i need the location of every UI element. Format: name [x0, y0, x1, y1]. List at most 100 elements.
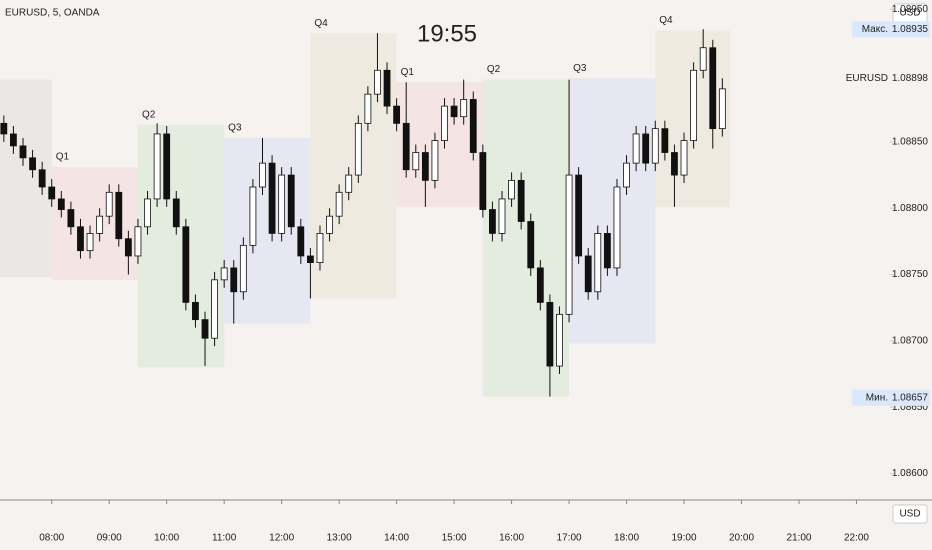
quarter-label: Q3: [573, 63, 587, 74]
candle-body: [268, 162, 276, 234]
candle-body: [623, 162, 630, 188]
y-tick-label: 1.08600: [892, 468, 929, 479]
candle-body: [364, 93, 372, 124]
x-tick-label: 17:00: [557, 533, 582, 544]
candle-body: [77, 226, 84, 252]
quarter-box: [137, 124, 225, 368]
candle-body: [316, 233, 324, 263]
candle-body: [527, 221, 535, 269]
candle-body: [172, 198, 180, 228]
x-tick-label: 12:00: [269, 533, 294, 544]
candle-body: [699, 47, 707, 71]
price-label-bg: [852, 389, 930, 406]
quarter-box: [310, 33, 397, 299]
price-label-bg: [852, 21, 930, 38]
candle-body: [19, 145, 27, 159]
quarter-box: [51, 167, 138, 280]
candle-body: [517, 179, 525, 222]
candle-body: [230, 267, 238, 293]
candle-body: [335, 191, 343, 217]
candle-body: [326, 215, 333, 234]
candle-body: [239, 244, 247, 293]
candle-body: [651, 128, 659, 164]
candle-body: [498, 198, 506, 234]
candle-body: [96, 215, 104, 234]
candle-body: [374, 69, 381, 95]
price-label-name: EURUSD: [846, 73, 888, 84]
candle-body: [354, 122, 362, 176]
y-tick-label: 1.08800: [892, 203, 929, 214]
candle-body: [584, 255, 592, 293]
candle-body: [431, 140, 439, 181]
candle-body: [57, 198, 65, 210]
candle-body: [297, 226, 305, 257]
candle-body: [192, 301, 199, 321]
candle-body: [412, 152, 420, 171]
quarter-label: Q2: [142, 109, 156, 120]
quarter-label: Q4: [314, 18, 328, 29]
price-label-value: 1.08657: [892, 393, 929, 404]
x-tick-label: 08:00: [39, 533, 64, 544]
quarter-label: Q2: [487, 64, 501, 75]
currency-box[interactable]: [892, 504, 928, 524]
x-tick-label: 20:00: [729, 533, 754, 544]
candle-body: [603, 233, 611, 269]
candle-body: [383, 69, 391, 107]
candle-body: [211, 279, 218, 339]
clock: 19:55: [417, 20, 477, 47]
candle-body: [508, 179, 515, 200]
candle-body: [115, 191, 123, 240]
candle-body: [469, 99, 477, 153]
candle-body: [536, 267, 544, 303]
x-tick-label: 09:00: [97, 533, 122, 544]
candle-body: [105, 191, 113, 217]
quarter-box: [569, 78, 656, 344]
quarter-label: Q4: [659, 15, 673, 26]
candle-body: [345, 174, 353, 193]
candle-body: [287, 174, 295, 228]
candle-body: [479, 152, 487, 210]
candle-body: [10, 133, 17, 147]
candle-body: [565, 174, 573, 315]
price-label-name: Макс.: [862, 24, 888, 35]
candle-body: [38, 169, 46, 188]
candle-body: [594, 233, 602, 293]
candle-body: [680, 140, 688, 176]
candle-body: [124, 238, 132, 257]
candle-body: [201, 319, 209, 339]
y-tick-label: 1.08750: [892, 269, 929, 280]
candle-body: [393, 105, 401, 124]
candle-body: [182, 226, 190, 303]
candle-body: [67, 209, 75, 228]
candle-body: [671, 152, 678, 176]
candle-body: [144, 198, 151, 228]
x-tick-label: 16:00: [499, 533, 524, 544]
price-label-name: Мин.: [866, 393, 888, 404]
candle-body: [306, 255, 314, 263]
quarter-label: Q1: [56, 152, 70, 163]
candle-body: [153, 133, 161, 200]
currency-label[interactable]: USD: [899, 509, 920, 520]
x-tick-label: 10:00: [154, 533, 179, 544]
candle-body: [575, 174, 583, 257]
candle-body: [556, 313, 563, 367]
candle-body: [460, 99, 468, 118]
quarter-box: [224, 137, 311, 324]
candle-body: [249, 186, 257, 246]
candle-body: [259, 162, 266, 188]
y-tick-label: 1.08850: [892, 137, 929, 148]
candle-body: [613, 186, 621, 269]
candle-body: [402, 122, 410, 171]
quarter-box: [482, 79, 570, 397]
candle-body: [48, 186, 56, 200]
candle-body: [642, 133, 650, 164]
candle-body: [86, 233, 94, 252]
x-tick-label: 13:00: [327, 533, 352, 544]
quarter-box: [396, 82, 483, 207]
x-tick-label: 14:00: [384, 533, 409, 544]
candle-body: [163, 133, 171, 200]
price-label-bg: [852, 70, 930, 87]
currency-label[interactable]: USD: [899, 8, 920, 19]
